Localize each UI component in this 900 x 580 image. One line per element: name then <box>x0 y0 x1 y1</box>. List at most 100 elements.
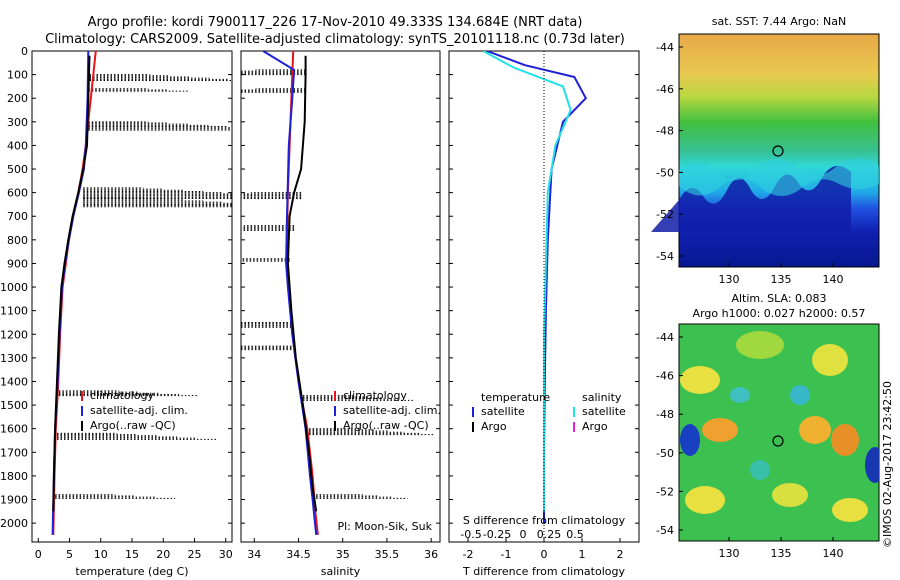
map-x-tick-label: 135 <box>771 547 792 560</box>
plot-area <box>51 51 232 535</box>
s-tick-label: -0.5 <box>460 528 481 541</box>
credit-text: ©IMOS 02-Aug-2017 23:42:50 <box>881 381 894 548</box>
legend-label: satellite-adj. clim. <box>343 404 441 417</box>
y-tick-label: 1100 <box>0 305 28 318</box>
temperature-panel: 0100200300400500600700800900100011001200… <box>0 45 233 578</box>
y-tick-label: 1600 <box>0 423 28 436</box>
sla-anomaly-blobs <box>680 331 879 522</box>
map-y-tick-label: -48 <box>656 125 674 138</box>
map-y-tick-label: -46 <box>656 370 674 383</box>
y-tick-label: 1700 <box>0 446 28 459</box>
y-tick-label: 1400 <box>0 375 28 388</box>
difference-legend: temperature salinitysatelliteArgosatellit… <box>472 391 626 433</box>
x-tick-label: 34 <box>247 548 261 561</box>
x-tick-label: 34.5 <box>286 548 311 561</box>
plot-area <box>241 51 435 536</box>
x-tick-label: 15 <box>125 548 139 561</box>
legend-label: Argo(..raw -QC) <box>343 419 429 432</box>
x-tick-label: 35 <box>336 548 350 561</box>
s-tick-label: -0.25 <box>483 528 511 541</box>
plot-area <box>482 51 588 542</box>
y-tick-label: 800 <box>7 234 28 247</box>
map-x-tick-label: 135 <box>771 273 792 286</box>
sla-map: Altim. SLA: 0.083 Argo h1000: 0.027 h200… <box>656 292 880 560</box>
map-y-tick-label: -44 <box>656 41 674 54</box>
map-y-tick-label: -54 <box>656 524 674 537</box>
map-y-tick-label: -52 <box>656 208 674 221</box>
sst-front-meander <box>651 165 851 232</box>
sla-map-title2: Argo h1000: 0.027 h2000: 0.57 <box>693 307 866 320</box>
series-line-1 <box>262 51 318 536</box>
x-tick-label: 35.5 <box>375 548 400 561</box>
legend-label: satellite <box>582 405 626 418</box>
x-axis-label: T difference from climatology <box>462 565 625 578</box>
y-tick-label: 300 <box>7 116 28 129</box>
x-tick-label: 20 <box>156 548 170 561</box>
x-axis-label: salinity <box>321 565 361 578</box>
pi-annotation: Pl: Moon-Sik, Suk <box>337 520 432 533</box>
y-tick-label: 100 <box>7 69 28 82</box>
x-tick-label: -2 <box>463 548 474 561</box>
x-tick-label: 36 <box>424 548 438 561</box>
map-x-tick-label: 140 <box>823 273 844 286</box>
map-y-tick-label: -48 <box>656 408 674 421</box>
legend-label: climatology <box>90 389 154 402</box>
x-tick-label: 0 <box>35 548 42 561</box>
map-y-tick-label: -50 <box>656 447 674 460</box>
sst-map: sat. SST: 7.44 Argo: NaN 130 135 140 -44 -46… <box>651 15 880 286</box>
salinity-panel: 34 34.5 35 35.5 36 salinity climatology satelli… <box>240 50 441 578</box>
map-x-tick-label: 130 <box>719 273 740 286</box>
panel-frame <box>240 50 441 543</box>
x-tick-label: 2 <box>617 548 624 561</box>
x-tick-label: 10 <box>94 548 108 561</box>
sst-cyan-band <box>679 158 879 197</box>
x-tick-label: 30 <box>219 548 233 561</box>
y-tick-label: 0 <box>21 45 28 58</box>
s-axis-label: S difference from climatology <box>463 514 626 527</box>
y-tick-label: 1000 <box>0 281 28 294</box>
x-tick-label: 0 <box>541 548 548 561</box>
float-location-marker-sla <box>772 435 784 447</box>
sst-map-title: sat. SST: 7.44 Argo: NaN <box>712 15 846 28</box>
series-line-2 <box>52 55 91 512</box>
sla-map-title1: Altim. SLA: 0.083 <box>731 292 826 305</box>
legend-label: climatology <box>343 389 407 402</box>
legend-label: Argo <box>481 420 507 433</box>
map-x-tick-label: 140 <box>823 547 844 560</box>
x-tick-label: 5 <box>66 548 73 561</box>
y-tick-label: 1200 <box>0 328 28 341</box>
map-y-tick-label: -44 <box>656 331 674 344</box>
legend-title-temperature: temperature <box>481 391 550 404</box>
series-line-2 <box>286 55 318 512</box>
legend-title-salinity: salinity <box>582 391 622 404</box>
map-y-tick-label: -54 <box>656 250 674 263</box>
s-tick-label: 0 <box>520 528 527 541</box>
map-y-tick-label: -50 <box>656 166 674 179</box>
legend: climatology satellite-adj. clim. Argo(..ra… <box>334 389 441 432</box>
y-tick-label: 700 <box>7 210 28 223</box>
y-tick-label: 400 <box>7 139 28 152</box>
x-tick-label: 1 <box>579 548 586 561</box>
legend-label: satellite <box>481 405 525 418</box>
map-y-tick-label: -46 <box>656 83 674 96</box>
x-tick-label: -1 <box>501 548 512 561</box>
figure-title-line1: Argo profile: kordi 7900117_226 17-Nov-2… <box>88 15 583 30</box>
y-tick-label: 1300 <box>0 352 28 365</box>
difference-panel: -2 -1 0 1 2 T difference from climatology -0.5… <box>448 50 640 578</box>
s-tick-label: 0.5 <box>566 528 584 541</box>
map-x-tick-label: 130 <box>719 547 740 560</box>
y-tick-label: 500 <box>7 163 28 176</box>
legend-label: Argo <box>582 420 608 433</box>
x-tick-label: 25 <box>188 548 202 561</box>
y-tick-label: 600 <box>7 187 28 200</box>
s-tick-label: 0.25 <box>537 528 562 541</box>
sst-map-image <box>678 33 880 268</box>
y-tick-label: 1900 <box>0 494 28 507</box>
legend-label: satellite-adj. clim. <box>90 404 188 417</box>
legend-label: Argo(..raw -QC) <box>90 419 176 432</box>
legend: climatology satellite-adj. clim. Argo(..ra… <box>81 389 188 432</box>
y-tick-label: 200 <box>7 92 28 105</box>
y-tick-label: 1800 <box>0 470 28 483</box>
y-tick-label: 2000 <box>0 517 28 530</box>
